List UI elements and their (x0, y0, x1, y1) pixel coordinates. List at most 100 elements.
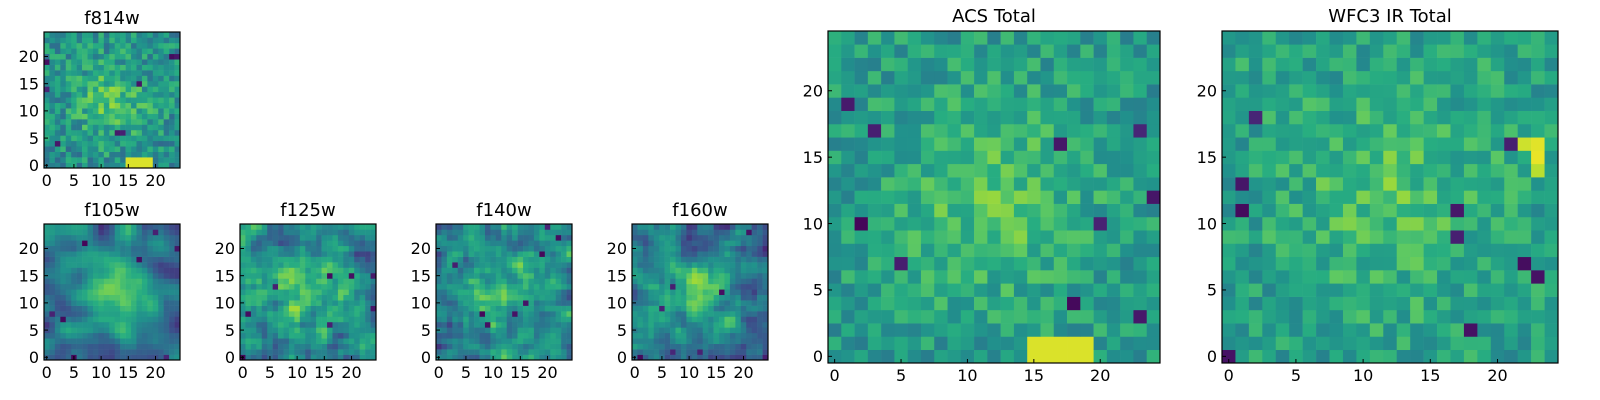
heatmap-cell (49, 64, 56, 71)
heatmap-cell (82, 86, 88, 93)
x-tick-label: 0 (42, 363, 52, 382)
heatmap-cell (82, 267, 88, 274)
heatmap-cell (987, 137, 1001, 151)
heatmap-cell (294, 294, 301, 301)
heatmap-cell (120, 316, 126, 323)
heatmap-cell (71, 278, 77, 285)
heatmap-cell (1342, 57, 1357, 72)
heatmap-cell (1369, 296, 1384, 311)
heatmap-cell (561, 300, 567, 306)
heatmap-cell (729, 256, 736, 263)
heatmap-cell (920, 97, 935, 111)
heatmap-cell (854, 163, 869, 178)
heatmap-cell (894, 177, 908, 191)
heatmap-cell (484, 349, 491, 355)
heatmap-cell (114, 300, 121, 306)
heatmap-cell (103, 70, 110, 76)
heatmap-cell (1027, 57, 1041, 72)
heatmap-cell (131, 146, 137, 152)
heatmap-cell (1531, 336, 1545, 351)
heatmap-cell (125, 140, 132, 147)
heatmap-cell (642, 305, 649, 312)
heatmap-cell (490, 240, 497, 247)
heatmap-cell (452, 251, 459, 257)
heatmap-cell (65, 240, 72, 247)
heatmap-cell (1133, 256, 1148, 271)
heatmap-cell (1120, 230, 1134, 244)
heatmap-cell (327, 289, 333, 296)
heatmap-cell (664, 338, 671, 344)
heatmap-cell (468, 234, 475, 241)
heatmap-cell (1222, 123, 1236, 138)
heatmap-cell (702, 278, 709, 285)
heatmap-cell (332, 283, 339, 290)
heatmap-cell (109, 300, 116, 306)
heatmap-cell (359, 251, 366, 257)
heatmap-cell (474, 289, 480, 296)
heatmap-cell (484, 251, 491, 257)
heatmap-cell (71, 75, 77, 82)
heatmap-cell (310, 316, 317, 323)
heatmap-cell (490, 234, 497, 241)
heatmap-cell (632, 224, 638, 230)
heatmap-cell (544, 332, 551, 339)
heatmap-cell (653, 289, 660, 296)
heatmap-cell (881, 323, 895, 337)
heatmap-cell (131, 251, 137, 257)
heatmap-cell (441, 283, 448, 290)
heatmap-cell (757, 349, 763, 355)
heatmap-cell (125, 102, 132, 109)
heatmap-cell (642, 283, 649, 290)
heatmap-cell (359, 289, 366, 296)
heatmap-cell (457, 349, 464, 355)
heatmap-cell (120, 124, 126, 131)
heatmap-cell (278, 256, 284, 263)
heatmap-cell (256, 278, 263, 285)
heatmap-cell (894, 323, 908, 337)
heatmap-cell (294, 240, 301, 247)
heatmap-cell (354, 251, 360, 257)
heatmap-cell (484, 267, 491, 274)
heatmap-cell (109, 349, 116, 355)
heatmap-cell (103, 289, 110, 296)
heatmap-cell (533, 343, 540, 350)
heatmap-cell (174, 157, 181, 163)
heatmap-cell (310, 300, 317, 306)
heatmap-cell (708, 338, 714, 344)
heatmap-cell (490, 272, 497, 279)
heatmap-cell (158, 162, 164, 169)
heatmap-cell (1133, 270, 1148, 284)
heatmap-cell (1093, 230, 1108, 244)
heatmap-cell (1120, 256, 1134, 271)
heatmap-cell (841, 177, 855, 191)
heatmap-cell (697, 245, 704, 252)
heatmap-cell (87, 48, 94, 55)
heatmap-cell (114, 37, 121, 44)
heatmap-cell (305, 256, 312, 263)
heatmap-cell (1463, 296, 1478, 311)
heatmap-cell (163, 53, 170, 60)
heatmap-cell (125, 53, 132, 60)
heatmap-cell (103, 37, 110, 44)
heatmap-cell (49, 75, 56, 82)
heatmap-cell (506, 283, 513, 290)
heatmap-cell (103, 262, 110, 268)
heatmap-cell (881, 31, 895, 45)
heatmap-cell (452, 311, 459, 317)
heatmap-cell (1356, 283, 1371, 297)
heatmap-cell (479, 240, 486, 247)
heatmap-cell (533, 262, 540, 268)
heatmap-cell (740, 272, 747, 279)
heatmap-cell (65, 256, 72, 263)
heatmap-cell (1437, 296, 1451, 311)
heatmap-cell (76, 289, 83, 296)
heatmap-cell (152, 338, 159, 344)
heatmap-cell (1490, 110, 1505, 125)
heatmap-cell (354, 321, 360, 328)
heatmap-cell (131, 86, 137, 93)
heatmap-cell (92, 316, 99, 323)
heatmap-cell (365, 349, 371, 355)
heatmap-cell (675, 251, 682, 257)
heatmap-cell (659, 245, 665, 252)
y-tick-label: 15 (215, 266, 235, 285)
